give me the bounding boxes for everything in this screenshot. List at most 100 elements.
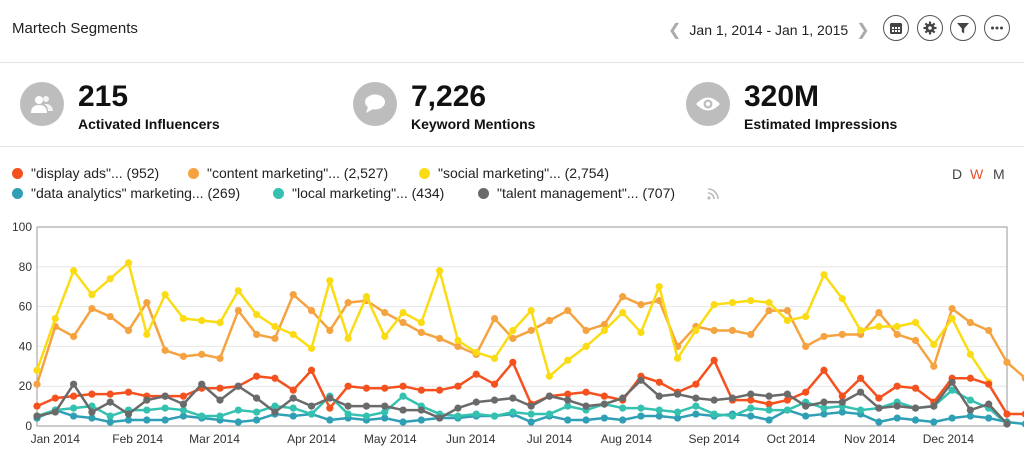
calendar-button[interactable] [883, 15, 909, 41]
more-icon [991, 26, 1003, 30]
data-point [509, 408, 517, 416]
data-point [728, 299, 737, 307]
settings-button[interactable] [917, 15, 943, 41]
data-point [326, 416, 334, 424]
data-point [527, 326, 535, 335]
data-point [545, 316, 554, 325]
data-point [930, 402, 938, 410]
x-tick-label: May 2014 [364, 432, 417, 446]
data-point [582, 326, 590, 335]
data-point [179, 314, 188, 323]
legend-item-content-marketing[interactable]: "content marketing"... (2,527) [188, 165, 388, 181]
data-point [161, 291, 169, 299]
data-point [856, 374, 865, 382]
data-point [619, 394, 627, 402]
data-point [710, 396, 718, 404]
data-point [399, 318, 407, 327]
data-point [747, 390, 755, 398]
data-point [179, 400, 188, 408]
data-point [509, 358, 517, 366]
data-point [985, 326, 993, 335]
data-point [399, 382, 407, 390]
data-point [88, 291, 96, 299]
data-point [417, 386, 425, 394]
stat-mentions: 7,226 Keyword Mentions [353, 72, 653, 132]
data-point [344, 334, 352, 343]
data-point [307, 366, 316, 374]
x-tick-label: Apr 2014 [287, 432, 336, 446]
data-point [1021, 410, 1024, 418]
data-point [198, 316, 206, 325]
legend-item-data-analytics[interactable]: "data analytics" marketing... (269) [12, 185, 240, 201]
data-point [253, 372, 261, 380]
data-point [637, 376, 645, 384]
data-point [70, 404, 78, 412]
x-tick-label: Feb 2014 [112, 432, 163, 446]
data-point [875, 394, 883, 402]
data-point [106, 418, 114, 426]
stat-label: Activated Influencers [78, 116, 220, 132]
stat-value: 320M [744, 80, 820, 113]
legend-swatch [419, 167, 430, 179]
data-point [362, 412, 371, 420]
data-point [490, 396, 499, 404]
data-point [930, 362, 938, 370]
data-point [124, 410, 133, 418]
legend-item-local-marketing[interactable]: "local marketing"... (434) [273, 185, 444, 201]
data-point [472, 348, 480, 356]
data-point [820, 271, 828, 279]
filter-button[interactable] [950, 15, 976, 41]
data-point [692, 410, 700, 418]
data-point [179, 412, 188, 420]
data-point [70, 412, 78, 420]
more-button[interactable] [984, 15, 1010, 41]
data-point [253, 330, 261, 339]
x-tick-label: Sep 2014 [688, 432, 740, 446]
chevron-left-icon[interactable]: ❮ [668, 22, 682, 39]
data-point [289, 291, 297, 299]
data-point [271, 408, 279, 416]
data-point [472, 370, 480, 378]
granularity-month[interactable]: M [993, 166, 1005, 182]
granularity-day[interactable]: D [952, 166, 963, 182]
data-point [271, 374, 279, 382]
legend-swatch [188, 167, 199, 179]
data-point [362, 293, 371, 301]
data-point [33, 412, 41, 420]
people-icon [20, 82, 64, 126]
legend-label: "social marketing"... (2,754) [438, 165, 610, 181]
legend-item-social-marketing[interactable]: "social marketing"... (2,754) [419, 165, 609, 181]
rss-icon[interactable] [707, 187, 719, 205]
x-tick-label: Jun 2014 [446, 432, 496, 446]
data-point [820, 410, 828, 418]
page-title: Martech Segments [12, 20, 138, 37]
legend-item-display-ads[interactable]: "display ads"... (952) [12, 165, 159, 181]
data-point [710, 356, 718, 364]
eye-icon [686, 82, 730, 126]
data-point [253, 394, 261, 402]
date-range-picker[interactable]: ❮ Jan 1, 2014 - Jan 1, 2015 ❯ [668, 20, 870, 40]
data-point [326, 404, 334, 412]
data-point [527, 402, 535, 410]
date-range-label[interactable]: Jan 1, 2014 - Jan 1, 2015 [689, 22, 849, 38]
legend-swatch [12, 187, 23, 199]
y-tick-label: 20 [19, 379, 33, 393]
data-point [820, 332, 828, 341]
data-point [381, 408, 389, 416]
chevron-right-icon[interactable]: ❯ [856, 22, 870, 39]
legend-label: "data analytics" marketing... (269) [31, 185, 241, 201]
data-point [655, 297, 663, 305]
data-point [673, 408, 682, 416]
data-point [692, 402, 700, 410]
data-point [637, 328, 645, 337]
data-point [600, 414, 608, 422]
data-point [307, 344, 316, 352]
data-point [893, 402, 901, 410]
stat-value: 7,226 [411, 80, 487, 113]
data-point [179, 352, 188, 360]
data-point [966, 396, 974, 404]
data-point [911, 416, 920, 424]
data-point [143, 416, 151, 424]
granularity-week[interactable]: W [970, 166, 984, 182]
legend-item-talent-management[interactable]: "talent management"... (707) [478, 185, 675, 201]
